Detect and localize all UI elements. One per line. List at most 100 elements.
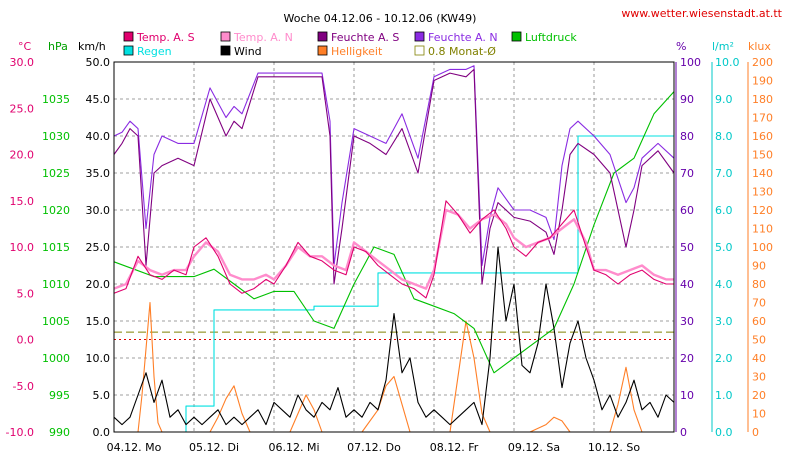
light-axis-tick: 60 [752,315,766,328]
x-tick-label: 07.12. Do [347,441,401,454]
legend-swatch [220,31,231,42]
pressure-axis-tick: 1025 [42,167,70,180]
light-axis-tick: 140 [752,167,773,180]
rain-axis-tick: 3.0 [715,315,733,328]
light-axis-tick: 200 [752,56,773,69]
rain-axis-tick: 8.0 [715,130,733,143]
light-axis-tick: 90 [752,260,766,273]
humidity-axis-tick: 100 [680,56,701,69]
wind-axis-tick: 0.0 [93,426,111,439]
light-axis-tick: 120 [752,204,773,217]
temp-axis-tick: -5.0 [13,380,34,393]
humidity-unit-label: % [676,40,686,53]
legend-swatch [220,45,231,56]
rain-axis-tick: 6.0 [715,204,733,217]
rain-axis-tick: 4.0 [715,278,733,291]
plot-area-border [113,61,675,433]
light-axis-tick: 150 [752,149,773,162]
legend-label: Wind [234,45,262,58]
humidity-axis-tick: 0 [680,426,687,439]
legend-label: 0.8 Monat-Ø [428,45,496,58]
legend-label: Feuchte A. N [428,31,498,44]
rain-axis-tick: 0.0 [715,426,733,439]
wind-axis-tick: 15.0 [86,315,111,328]
series-line-feuchte-a-n [113,65,675,267]
humidity-axis-tick: 70 [680,167,694,180]
light-axis-tick: 100 [752,241,773,254]
series-line-temp-a-n [113,208,674,290]
source-link[interactable]: www.wetter.wiesenstadt.at.tt [621,7,782,20]
legend-swatch [317,31,328,42]
light-axis-tick: 190 [752,75,773,88]
pressure-axis-tick: 1030 [42,130,70,143]
pressure-axis-tick: 995 [49,389,70,402]
humidity-axis-tick: 20 [680,352,694,365]
series-line-wind [113,246,675,426]
wind-unit-label: km/h [78,40,106,53]
x-tick-label: 04.12. Mo [107,441,162,454]
light-axis-tick: 180 [752,93,773,106]
humidity-axis-tick: 40 [680,278,694,291]
humidity-axis-tick: 10 [680,389,694,402]
series-line-feuchte-a-s [113,68,675,285]
wind-axis-tick: 50.0 [86,56,111,69]
series-line-temp-a-s [113,200,674,299]
legend-swatch [414,45,425,56]
temp-axis-tick: 10.0 [10,241,35,254]
plot-frame [113,61,675,433]
pressure-axis-tick: 1005 [42,315,70,328]
x-tick-label: 05.12. Di [189,441,239,454]
humidity-axis-tick: 90 [680,93,694,106]
x-tick-label: 10.12. So [588,441,640,454]
light-axis-tick: 0 [752,426,759,439]
light-axis-tick: 20 [752,389,766,402]
light-axis-tick: 40 [752,352,766,365]
light-axis-tick: 130 [752,186,773,199]
x-tick-label: 08.12. Fr [430,441,479,454]
legend-label: Helligkeit [331,45,383,58]
legend-swatch [317,45,328,56]
rain-axis-tick: 7.0 [715,167,733,180]
rain-axis-tick: 10.0 [715,56,740,69]
wind-axis-tick: 30.0 [86,204,111,217]
series-line-luftdruck [113,91,675,374]
series-layer [113,65,675,433]
pressure-axis-tick: 1010 [42,278,70,291]
series-line-helligkeit [114,301,674,433]
legend-swatch [123,45,134,56]
temp-axis-tick: 5.0 [17,287,35,300]
rain-axis-tick: 9.0 [715,93,733,106]
temp-axis-tick: -10.0 [6,426,34,439]
legend-swatch [511,31,522,42]
rain-axis-tick: 2.0 [715,352,733,365]
rain-unit-label: l/m² [712,40,734,53]
legend-label: Luftdruck [525,31,577,44]
legend-swatch [123,31,134,42]
pressure-unit-label: hPa [48,40,68,53]
pressure-axis-tick: 1020 [42,204,70,217]
humidity-axis-tick: 30 [680,315,694,328]
pressure-axis-tick: 1035 [42,93,70,106]
temp-axis-tick: 30.0 [10,56,35,69]
wind-axis-tick: 45.0 [86,93,111,106]
legend-label: Temp. A. S [136,31,195,44]
chart-title: Woche 04.12.06 - 10.12.06 (KW49) [284,12,477,25]
light-axis-tick: 160 [752,130,773,143]
temp-axis-tick: 15.0 [10,195,35,208]
light-axis-tick: 50 [752,334,766,347]
rain-axis-tick: 5.0 [715,241,733,254]
humidity-axis-tick: 80 [680,130,694,143]
temp-axis-tick: 0.0 [17,334,35,347]
light-axis-tick: 80 [752,278,766,291]
legend-label: Regen [137,45,172,58]
wind-axis-tick: 40.0 [86,130,111,143]
axes: 1035103010251020101510101005100099599030… [6,56,773,454]
temp-unit-label: °C [18,40,32,53]
legend-label: Feuchte A. S [331,31,399,44]
rain-axis-tick: 1.0 [715,389,733,402]
grid [114,62,674,432]
humidity-axis-tick: 60 [680,204,694,217]
light-axis-tick: 170 [752,112,773,125]
temp-axis-tick: 25.0 [10,102,35,115]
